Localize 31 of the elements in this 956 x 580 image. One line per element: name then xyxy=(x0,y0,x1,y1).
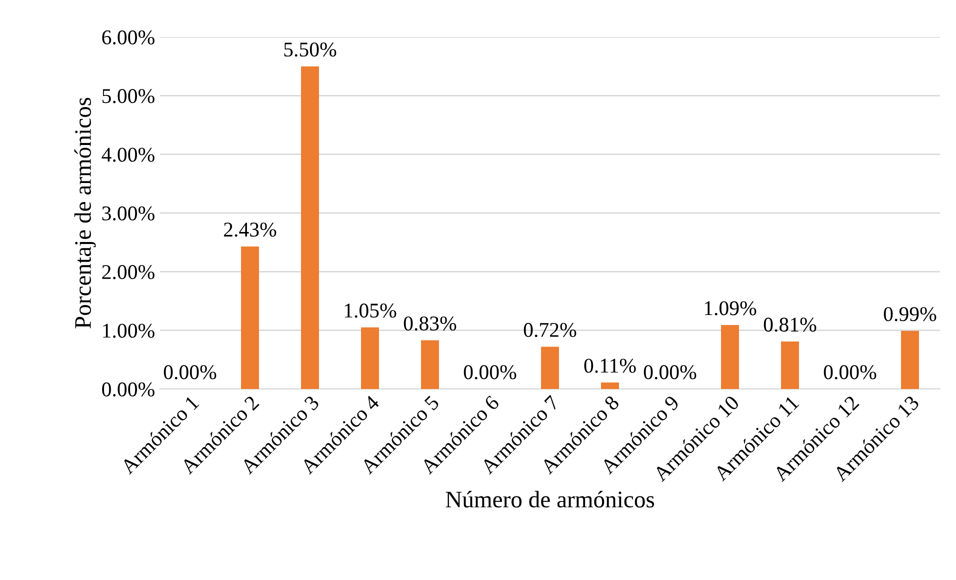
data-label: 1.09% xyxy=(704,301,756,316)
data-label: 0.00% xyxy=(824,365,876,380)
x-axis-title: Número de armónicos xyxy=(446,490,654,508)
bar xyxy=(241,246,259,389)
data-label: 0.11% xyxy=(584,358,636,373)
data-label: 0.83% xyxy=(404,316,456,331)
data-label: 0.00% xyxy=(464,365,516,380)
y-tick-label: 4.00% xyxy=(102,148,154,162)
y-tick-label: 2.00% xyxy=(102,265,154,280)
bar xyxy=(541,346,559,389)
data-label: 1.05% xyxy=(344,304,396,318)
y-tick-label: 1.00% xyxy=(103,324,154,338)
bar xyxy=(421,340,439,389)
bar xyxy=(601,382,619,389)
data-label: 0.99% xyxy=(884,307,936,322)
y-tick-label: 6.00% xyxy=(102,30,154,45)
bar xyxy=(301,66,319,389)
bar xyxy=(721,325,739,389)
data-label: 0.00% xyxy=(644,365,696,380)
data-label: 0.00% xyxy=(164,365,216,380)
y-tick-label: 3.00% xyxy=(102,206,154,221)
data-label: 0.72% xyxy=(524,322,576,338)
bar xyxy=(901,330,919,389)
y-tick-label: 0.00% xyxy=(102,382,154,397)
y-tick-label: 5.00% xyxy=(102,89,154,104)
data-label: 2.43% xyxy=(224,222,276,237)
data-label: 0.81% xyxy=(764,318,816,332)
y-axis-title: Porcentaje de armónicos xyxy=(74,98,96,328)
bar xyxy=(361,327,379,389)
data-label: 5.50% xyxy=(284,42,336,57)
bar xyxy=(781,341,799,389)
